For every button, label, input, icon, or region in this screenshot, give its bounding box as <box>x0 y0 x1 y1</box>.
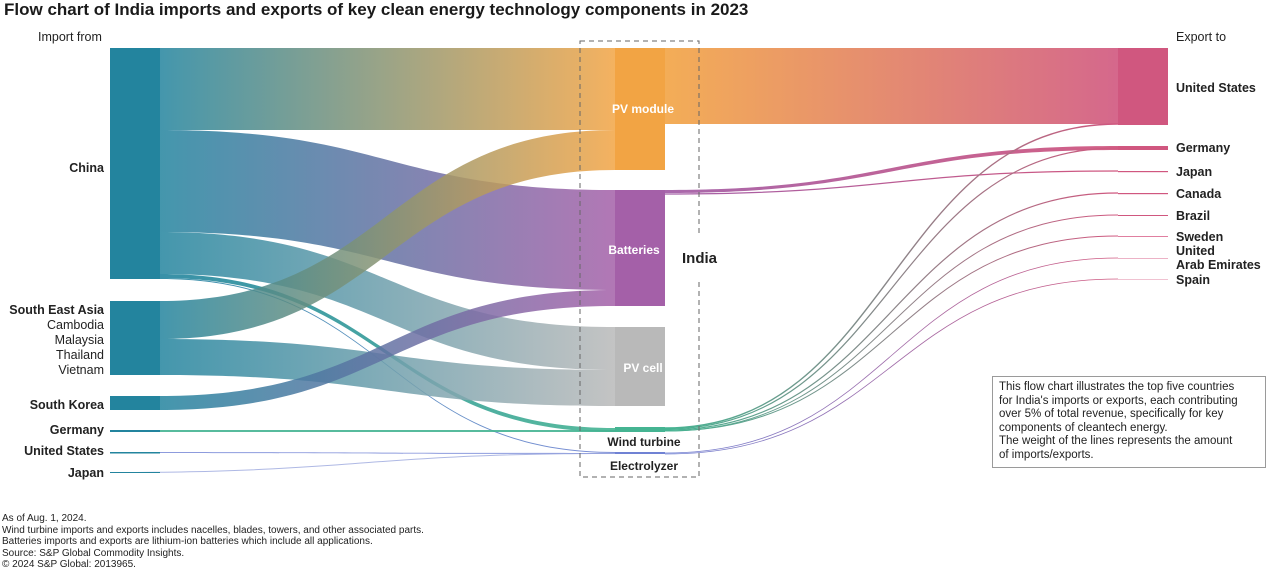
flow-wind-germany <box>664 147 1119 430</box>
node-spain-export <box>1118 279 1168 280</box>
source-label-vietnam: Vietnam <box>58 363 104 377</box>
india-label-gap <box>694 236 704 280</box>
dest-label-uae-line1: United <box>1176 244 1215 258</box>
flow-sea-pv-module <box>160 130 615 339</box>
node-brazil-export <box>1118 215 1168 216</box>
tech-label-electrolyzer: Electrolyzer <box>610 459 678 473</box>
tech-label-pv-cell: PV cell <box>623 361 662 375</box>
node-electrolyzer <box>615 452 665 454</box>
footer-wind-note: Wind turbine imports and exports include… <box>2 524 424 536</box>
dest-label-spain: Spain <box>1176 273 1210 287</box>
source-label-cambodia: Cambodia <box>47 318 104 332</box>
note-line: The weight of the lines represents the a… <box>999 435 1233 447</box>
flow-wind-canada <box>664 192 1119 431</box>
node-wind-turbine <box>615 427 665 432</box>
node-batteries <box>615 190 665 306</box>
source-label-malaysia: Malaysia <box>55 333 104 347</box>
india-label: India <box>682 250 718 267</box>
source-label-thailand: Thailand <box>56 348 104 362</box>
chart-title: Flow chart of India imports and exports … <box>4 0 749 19</box>
dest-label-germany: Germany <box>1176 141 1230 155</box>
node-uae-export <box>1118 258 1168 259</box>
node-japan-import <box>110 472 160 473</box>
dest-label-sweden: Sweden <box>1176 230 1223 244</box>
node-pv-module <box>615 48 665 170</box>
dest-label-brazil: Brazil <box>1176 209 1210 223</box>
footer-batteries-note: Batteries imports and exports are lithiu… <box>2 536 373 548</box>
source-label-china: China <box>69 161 105 175</box>
source-label-united-states: United States <box>24 444 104 458</box>
note-line: over 5% of total revenue, specifically f… <box>999 408 1224 420</box>
flow-batteries-germany <box>665 146 1118 193</box>
flow-china-pv-cell <box>160 232 615 370</box>
flow-us-electrolyzer <box>110 452 615 454</box>
dest-label-japan: Japan <box>1176 165 1212 179</box>
node-south-east-asia <box>110 301 160 375</box>
flow-wind-sweden <box>664 235 1119 432</box>
tech-label-wind-turbine: Wind turbine <box>607 435 681 449</box>
import-header: Import from <box>38 30 102 44</box>
node-united-states-import <box>110 452 160 454</box>
flow-ely-uae <box>664 257 1119 454</box>
source-label-south-korea: South Korea <box>30 398 105 412</box>
flow-wind-brazil <box>664 214 1119 432</box>
destination-nodes <box>1118 48 1168 280</box>
flow-china-batteries <box>160 130 615 290</box>
node-japan-export <box>1118 171 1168 173</box>
footer-copyright: © 2024 S&P Global: 2013965. <box>2 559 136 571</box>
flow-korea-batteries <box>160 290 615 410</box>
node-china <box>110 48 160 279</box>
flow-batteries-japan <box>664 170 1119 195</box>
node-united-states-export <box>1118 48 1168 125</box>
flow-germany-wind <box>110 430 615 432</box>
outbound-flows <box>664 48 1119 455</box>
flow-pv-module-us <box>665 48 1118 124</box>
flow-japan-electrolyzer <box>110 453 615 473</box>
footer-source: Source: S&P Global Commodity Insights. <box>2 547 185 559</box>
source-label-germany: Germany <box>50 423 104 437</box>
explanation-note: This flow chart illustrates the top five… <box>992 376 1266 468</box>
flow-wind-us <box>664 123 1119 429</box>
dest-label-uae-line2: Arab Emirates <box>1176 258 1261 272</box>
node-south-korea <box>110 396 160 410</box>
tech-label-pv-module: PV module <box>612 102 674 116</box>
note-line: components of cleantech energy. <box>999 421 1168 434</box>
node-canada-export <box>1118 193 1168 195</box>
note-line: of imports/exports. <box>999 448 1094 461</box>
node-germany-import <box>110 430 160 432</box>
source-label-japan: Japan <box>68 466 104 480</box>
flow-ely-spain <box>664 278 1119 455</box>
dest-label-united-states: United States <box>1176 81 1256 95</box>
source-label-south-east-asia: South East Asia <box>9 303 105 317</box>
node-pv-cell <box>615 327 665 406</box>
source-nodes <box>110 48 160 473</box>
technology-nodes <box>615 48 665 454</box>
flow-china-pv-module <box>160 48 615 130</box>
footer-date: As of Aug. 1, 2024. <box>2 513 87 524</box>
note-line: This flow chart illustrates the top five… <box>999 381 1235 393</box>
footer-notes: As of Aug. 1, 2024. Wind turbine imports… <box>2 513 424 571</box>
node-germany-export <box>1118 146 1168 150</box>
node-sweden-export <box>1118 236 1168 237</box>
tech-label-batteries: Batteries <box>608 243 660 257</box>
inbound-flows <box>110 48 615 473</box>
note-line: for India's imports or exports, each con… <box>999 394 1238 407</box>
dest-label-canada: Canada <box>1176 187 1222 201</box>
export-header: Export to <box>1176 30 1227 44</box>
flow-sea-pv-cell <box>160 339 615 406</box>
